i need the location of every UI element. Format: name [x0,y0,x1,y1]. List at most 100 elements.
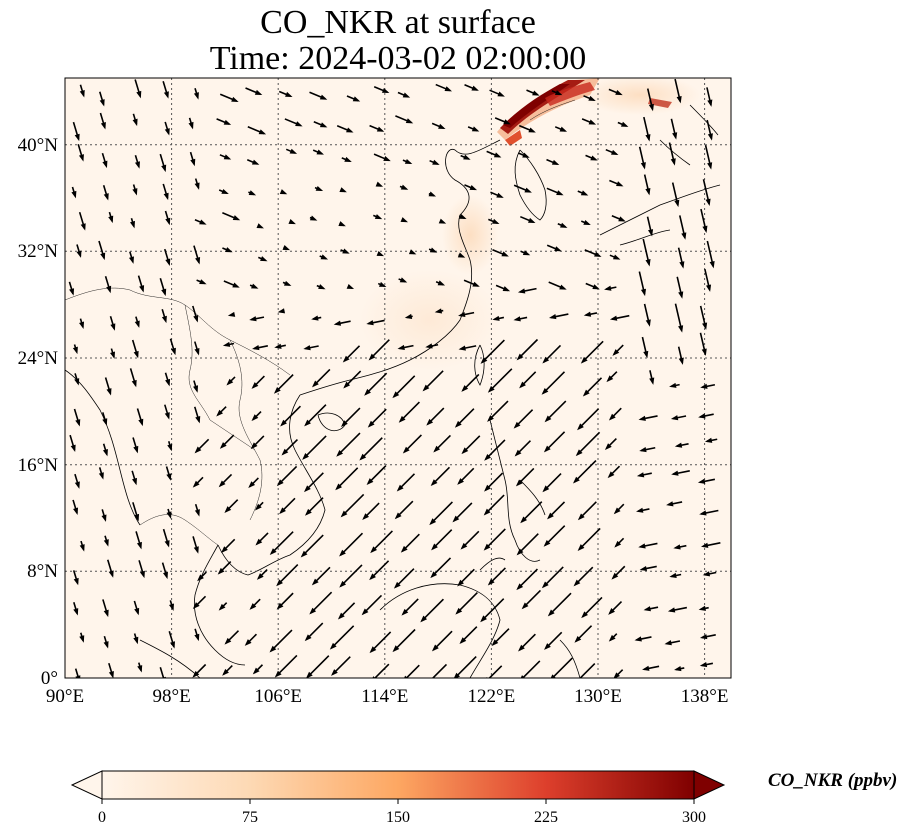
wind-arrow-head [101,514,107,522]
wind-arrow-head [669,572,677,579]
wind-arrow-head [274,343,282,349]
wind-arrow-shaft [74,668,80,678]
wind-arrow-head [312,380,319,388]
wind-arrow-head [309,607,317,615]
wind-arrow-head [216,409,224,417]
wind-arrow-head [273,386,281,394]
wind-arrow-head [161,288,167,297]
wind-arrow-head [640,162,646,170]
wind-arrow-head [706,284,712,292]
wind-arrow-head [648,229,654,237]
wind-arrow-head [343,381,351,389]
wind-arrow-head [402,92,411,98]
wind-arrow-head [543,445,551,453]
wind-arrow-head [383,156,391,162]
wind-arrow-head [320,254,329,260]
wind-arrow-head [79,544,85,552]
wind-arrow-head [636,507,644,513]
wind-arrow-head [132,188,138,196]
wind-arrow-head [428,191,437,197]
wind-arrow-head [166,511,172,519]
wind-arrow-head [667,607,676,613]
wind-arrow-head [463,154,471,160]
lon-tick-label: 138°E [681,686,729,707]
wind-arrow-head [100,252,106,261]
wind-arrow-head [280,419,287,427]
wind-arrow-head [108,570,114,578]
wind-arrow-head [484,484,491,492]
wind-arrow-head [550,674,557,678]
wind-arrow-head [401,608,409,616]
wind-arrow-head [648,103,654,112]
wind-arrow-head [709,260,715,269]
wind-arrow-head [472,281,480,287]
wind-arrow-head [425,680,432,687]
wind-arrow-head [164,540,170,548]
wind-arrow-head [469,185,477,191]
wind-arrow-head [254,89,263,96]
wind-arrow-head [75,419,81,427]
wind-arrow-head [368,353,376,361]
wind-arrow-head [432,159,440,165]
wind-arrow-head [102,448,108,457]
wind-arrow-head [520,675,525,678]
wind-arrow-head [639,565,648,572]
wind-arrow-head [480,615,487,623]
wind-arrow-head [517,288,526,294]
wind-arrow-head [580,356,588,364]
wind-arrow-head [573,579,581,587]
wind-arrow-head [461,447,469,455]
wind-arrow-head [251,382,259,389]
wind-arrow-head [249,603,257,610]
wind-arrow-head [192,480,200,488]
wind-arrow-head [170,641,175,649]
wind-arrow-head [699,634,708,640]
wind-arrow-head [193,385,199,393]
wind-arrow-shaft [481,339,505,364]
wind-arrow-shaft [159,667,165,678]
wind-arrow-head [544,415,552,423]
lat-tick-label: 32°N [18,241,59,262]
wind-arrow-shaft [270,531,294,555]
wind-arrow-head [681,232,687,240]
wind-arrow-head [702,571,711,577]
wind-arrow-head [457,252,466,258]
wind-arrow-head [169,603,174,611]
wind-arrow-head [604,285,612,291]
wind-arrow-head [700,542,709,548]
wind-arrow-head [366,320,374,326]
wind-arrow-head [454,420,462,428]
wind-arrow-shaft [430,501,453,525]
colorbar-tick-label: 0 [98,809,106,826]
wind-arrow-head [607,471,615,479]
lon-tick-label: 122°E [468,686,516,707]
wind-arrow-head [98,472,104,480]
wind-arrow-head [429,247,438,253]
wind-arrow-head [522,152,530,158]
wind-arrow-head [502,286,511,292]
plot-title: CO_NKR at surface [260,4,536,41]
wind-arrow-shaft [360,437,383,460]
wind-arrow-head [276,479,284,487]
wind-arrow-head [577,544,585,551]
wind-arrow-shaft [579,662,596,678]
wind-arrow-head [139,570,145,579]
wind-arrow-head [192,602,200,609]
wind-arrow-head [134,161,140,169]
wind-arrow-head [532,90,540,96]
wind-arrow-head [707,133,713,141]
wind-arrow-shaft [303,435,327,459]
colorbar-extend-min [70,770,103,800]
wind-arrow-head [276,602,284,610]
wind-arrow-head [170,347,176,356]
wind-arrow-head [444,86,452,92]
lon-tick-label: 106°E [254,686,302,707]
wind-arrow-head [588,119,597,125]
wind-arrow-head [496,192,504,198]
wind-arrow-head [378,281,387,287]
wind-arrow-head [643,606,651,612]
wind-arrow-head [80,223,86,231]
wind-vectors [68,78,721,687]
wind-arrow-head [604,443,612,451]
lon-tick-label: 130°E [574,686,622,707]
